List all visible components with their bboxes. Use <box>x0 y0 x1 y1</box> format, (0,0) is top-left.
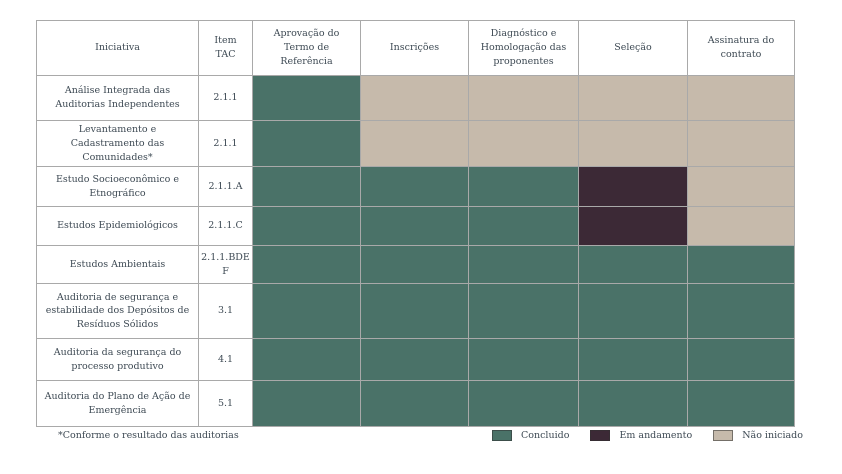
status-cell-concluido <box>578 245 688 285</box>
column-header: Diagnóstico e Homologação das proponente… <box>468 20 579 76</box>
status-cell-concluido <box>468 206 579 247</box>
footnote: *Conforme o resultado das auditorias <box>58 430 239 441</box>
status-cell-nao-iniciado <box>360 119 469 168</box>
status-cell-nao-iniciado <box>687 75 795 121</box>
status-cell-concluido <box>687 380 795 428</box>
status-cell-nao-iniciado <box>687 206 795 247</box>
item-tac-cell: 2.1.1 <box>198 119 253 168</box>
status-cell-em-andamento <box>578 206 688 247</box>
iniciativa-cell: Estudos Ambientais <box>36 245 199 285</box>
status-cell-concluido <box>578 338 688 382</box>
status-cell-concluido <box>252 380 361 428</box>
status-cell-concluido <box>468 245 579 285</box>
iniciativa-cell: Auditoria do Plano de Ação de Emergência <box>36 380 199 428</box>
iniciativa-cell: Análise Integrada das Auditorias Indepen… <box>36 75 199 121</box>
status-cell-concluido <box>468 380 579 428</box>
legend-item-nao-iniciado: Não iniciado <box>713 430 803 441</box>
column-header: Seleção <box>578 20 688 76</box>
status-cell-concluido <box>252 283 361 340</box>
status-cell-concluido <box>687 338 795 382</box>
status-cell-nao-iniciado <box>468 119 579 168</box>
status-cell-concluido <box>687 283 795 340</box>
table-row: Estudos Epidemiológicos 2.1.1.C <box>36 206 795 247</box>
legend-item-concluido: Concluido <box>492 430 569 441</box>
iniciativa-cell: Estudo Socioeconômico e Etnográfico <box>36 166 199 208</box>
status-cell-concluido <box>360 380 469 428</box>
column-header: Item TAC <box>198 20 253 76</box>
column-header: Inscrições <box>360 20 469 76</box>
table-row: Análise Integrada das Auditorias Indepen… <box>36 75 795 121</box>
table-row: Auditoria da segurança do processo produ… <box>36 338 795 382</box>
column-header: Assinatura do contrato <box>687 20 795 76</box>
column-header: Iniciativa <box>36 20 199 76</box>
table-row: Auditoria do Plano de Ação de Emergência… <box>36 380 795 428</box>
status-cell-concluido <box>578 283 688 340</box>
item-tac-cell: 4.1 <box>198 338 253 382</box>
status-cell-concluido <box>252 206 361 247</box>
table-header: Iniciativa Item TAC Aprovação do Termo de … <box>36 20 795 76</box>
item-tac-cell: 2.1.1.BDE F <box>198 245 253 285</box>
legend-label: Em andamento <box>619 430 693 441</box>
table-row: Auditoria de segurança e estabilidade do… <box>36 283 795 340</box>
status-cell-concluido <box>468 166 579 208</box>
legend-item-em-andamento: Em andamento <box>590 430 692 441</box>
status-cell-concluido <box>360 338 469 382</box>
status-cell-concluido <box>360 166 469 208</box>
table-row: Levantamento e Cadastramento das Comunid… <box>36 119 795 168</box>
item-tac-cell: 2.1.1.C <box>198 206 253 247</box>
status-cell-concluido <box>360 245 469 285</box>
item-tac-cell: 2.1.1.A <box>198 166 253 208</box>
column-header: Aprovação do Termo de Referência <box>252 20 361 76</box>
table-body: Análise Integrada das Auditorias Indepen… <box>36 75 795 428</box>
status-cell-concluido <box>252 75 361 121</box>
iniciativa-cell: Levantamento e Cadastramento das Comunid… <box>36 119 199 168</box>
status-cell-concluido <box>252 338 361 382</box>
status-cell-concluido <box>468 338 579 382</box>
iniciativa-cell: Auditoria da segurança do processo produ… <box>36 338 199 382</box>
status-cell-nao-iniciado <box>687 119 795 168</box>
legend: Concluido Em andamento Não iniciado <box>492 430 803 441</box>
legend-swatch-nao-iniciado <box>713 430 734 441</box>
status-table: Iniciativa Item TAC Aprovação do Termo de … <box>36 20 795 428</box>
status-cell-concluido <box>360 206 469 247</box>
status-cell-em-andamento <box>578 166 688 208</box>
table-row: Estudos Ambientais 2.1.1.BDE F <box>36 245 795 285</box>
status-cell-concluido <box>578 380 688 428</box>
status-cell-concluido <box>252 245 361 285</box>
status-cell-concluido <box>252 166 361 208</box>
item-tac-cell: 2.1.1 <box>198 75 253 121</box>
legend-swatch-em-andamento <box>590 430 611 441</box>
item-tac-cell: 3.1 <box>198 283 253 340</box>
status-cell-nao-iniciado <box>360 75 469 121</box>
status-cell-concluido <box>468 283 579 340</box>
status-cell-nao-iniciado <box>578 75 688 121</box>
status-cell-concluido <box>360 283 469 340</box>
status-cell-nao-iniciado <box>468 75 579 121</box>
status-cell-concluido <box>687 245 795 285</box>
item-tac-cell: 5.1 <box>198 380 253 428</box>
status-cell-nao-iniciado <box>687 166 795 208</box>
table-row: Estudo Socioeconômico e Etnográfico 2.1.1… <box>36 166 795 208</box>
status-cell-concluido <box>252 119 361 168</box>
iniciativa-cell: Auditoria de segurança e estabilidade do… <box>36 283 199 340</box>
legend-swatch-concluido <box>492 430 512 441</box>
legend-label: Concluido <box>521 430 570 441</box>
status-cell-nao-iniciado <box>578 119 688 168</box>
iniciativa-cell: Estudos Epidemiológicos <box>36 206 199 247</box>
legend-label: Não iniciado <box>742 430 803 441</box>
